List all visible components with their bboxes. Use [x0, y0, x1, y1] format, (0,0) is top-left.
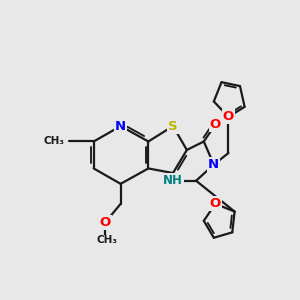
- Text: N: N: [208, 158, 219, 171]
- Text: CH₃: CH₃: [44, 136, 64, 146]
- Text: O: O: [100, 216, 111, 229]
- Text: NH: NH: [163, 174, 183, 187]
- Text: O: O: [210, 197, 221, 210]
- Text: S: S: [168, 120, 178, 133]
- Text: O: O: [223, 110, 234, 123]
- Text: O: O: [210, 118, 221, 131]
- Text: N: N: [115, 120, 126, 133]
- Text: CH₃: CH₃: [96, 235, 117, 245]
